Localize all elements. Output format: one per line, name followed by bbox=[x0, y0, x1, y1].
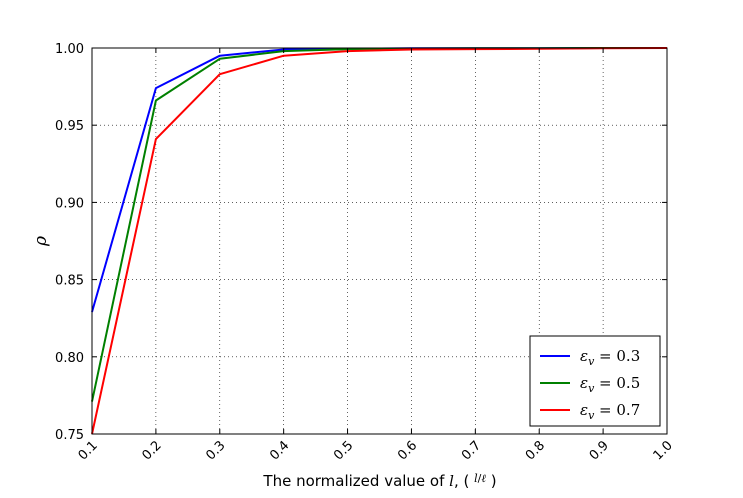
y-tick-label: 0.75 bbox=[55, 428, 84, 443]
series-line-3 bbox=[91, 47, 668, 435]
x-axis-label: The normalized value of l, ( l/ℓ ) bbox=[262, 472, 496, 490]
x-tick-label: 1.0 bbox=[651, 438, 676, 463]
x-tick-label: 0.3 bbox=[203, 438, 228, 463]
y-tick-label: 0.80 bbox=[55, 351, 84, 366]
x-tick-label: 0.9 bbox=[587, 438, 612, 463]
y-axis-label: ρ bbox=[31, 236, 51, 247]
plot-frame bbox=[91, 47, 668, 435]
x-tick-label: 0.7 bbox=[459, 438, 484, 463]
x-tick-label: 0.5 bbox=[331, 438, 356, 463]
legend-label-2: εv = 0.5 bbox=[580, 374, 640, 395]
legend: εv = 0.3 εv = 0.5 εv = 0.7 bbox=[529, 335, 661, 427]
y-tick-label: 0.90 bbox=[55, 196, 84, 211]
y-tick-label: 0.95 bbox=[55, 119, 84, 134]
y-tick-label: 0.85 bbox=[55, 274, 84, 289]
y-tick-label: 1.00 bbox=[55, 42, 84, 57]
x-tick-label: 0.8 bbox=[523, 438, 548, 463]
x-tick-label: 0.2 bbox=[139, 438, 164, 463]
x-tick-label: 0.6 bbox=[395, 438, 420, 463]
x-tick-label: 0.4 bbox=[267, 438, 292, 463]
legend-label-3: εv = 0.7 bbox=[580, 401, 640, 422]
legend-label-1: εv = 0.3 bbox=[580, 347, 640, 368]
